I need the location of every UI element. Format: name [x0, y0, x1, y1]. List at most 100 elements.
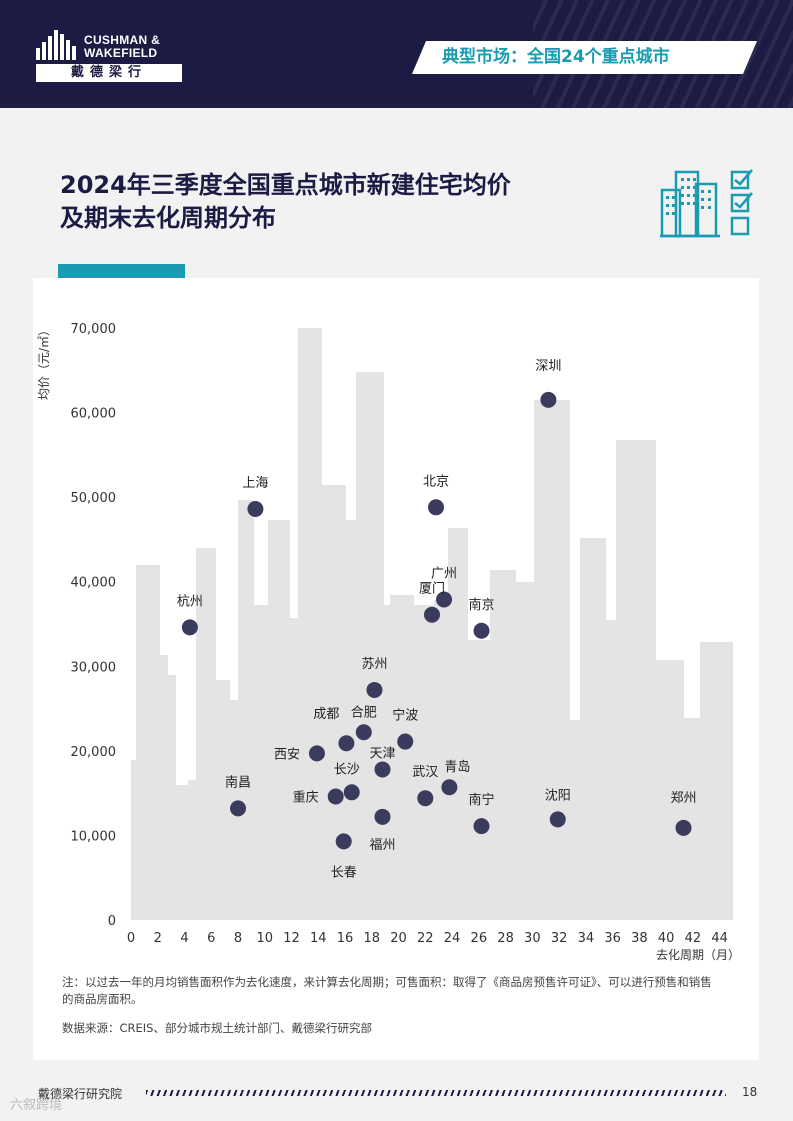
skyline-building	[131, 760, 136, 920]
data-point	[436, 591, 453, 608]
x-tick-label: 18	[364, 931, 381, 946]
data-point	[424, 606, 440, 623]
data-point	[335, 833, 352, 850]
data-point	[441, 779, 458, 796]
skyline-building	[356, 372, 384, 920]
skyline-building	[534, 400, 570, 920]
skyline-building	[322, 485, 346, 920]
data-point	[473, 818, 490, 835]
footer-divider	[146, 1090, 726, 1096]
buildings-checklist-icon	[660, 169, 753, 238]
company-logo: CUSHMAN & WAKEFIELD 戴德梁行	[36, 28, 186, 84]
banner-text: 典型市场：全国24个重点城市	[442, 47, 670, 67]
data-point	[343, 784, 360, 801]
y-tick-label: 50,000	[71, 491, 117, 506]
skyline-building	[448, 528, 468, 920]
skyline-building	[216, 680, 230, 920]
x-tick-label: 44	[711, 931, 728, 946]
data-point-label: 上海	[242, 476, 268, 491]
x-tick-label: 4	[180, 931, 188, 946]
data-point	[374, 808, 391, 825]
skyline-building	[238, 500, 254, 920]
x-tick-label: 36	[604, 931, 621, 946]
skyline-building	[160, 655, 168, 920]
watermark: 六叙跨境	[10, 1098, 63, 1113]
data-point	[417, 790, 434, 807]
data-point-label: 合肥	[351, 705, 377, 720]
skyline-building	[684, 718, 700, 920]
title-line1: 2024年三季度全国重点城市新建住宅均价	[60, 171, 511, 199]
x-tick-label: 16	[337, 931, 354, 946]
skyline-building	[384, 605, 390, 920]
data-point	[366, 681, 383, 698]
skyline-building	[168, 675, 176, 920]
skyline-building	[616, 440, 656, 920]
x-tick-label: 2	[154, 931, 162, 946]
data-point-label: 天津	[369, 746, 395, 761]
data-point-label: 福州	[369, 838, 395, 853]
logo-line2: WAKEFIELD	[84, 46, 158, 60]
skyline-building	[656, 660, 664, 920]
x-tick-label: 40	[658, 931, 675, 946]
data-point-label: 南昌	[225, 774, 251, 790]
skyline-building	[516, 582, 534, 920]
logo-line1: CUSHMAN &	[84, 33, 161, 47]
footer-org: 戴德梁行研究院	[38, 1087, 123, 1101]
y-tick-label: 40,000	[71, 576, 117, 591]
y-tick-label: 60,000	[71, 407, 117, 422]
x-tick-label: 32	[551, 931, 568, 946]
data-point-label: 南宁	[468, 792, 494, 808]
skyline-building	[188, 780, 196, 920]
data-point-label: 厦门	[419, 582, 445, 597]
x-tick-label: 0	[127, 931, 135, 946]
logo-wordmark: CUSHMAN & WAKEFIELD	[84, 34, 160, 60]
data-point	[355, 724, 372, 741]
x-tick-label: 14	[310, 931, 327, 946]
data-point	[397, 733, 414, 750]
data-point	[549, 811, 566, 828]
data-point-label: 长春	[331, 865, 357, 880]
skyline-building	[290, 618, 298, 920]
title-line2: 及期末去化周期分布	[60, 204, 276, 232]
header-bar: CUSHMAN & WAKEFIELD 戴德梁行 典型市场：全国24个重点城市	[0, 0, 793, 108]
logo-cn: 戴德梁行	[36, 64, 182, 82]
logo-building-icon	[36, 30, 76, 60]
skyline-building	[580, 538, 606, 920]
skyline-building	[490, 570, 516, 920]
x-tick-label: 20	[390, 931, 407, 946]
x-tick-label: 12	[283, 931, 300, 946]
y-tick-label: 20,000	[71, 745, 117, 760]
x-tick-label: 34	[578, 931, 595, 946]
data-point-label: 北京	[423, 474, 449, 489]
skyline-building	[254, 605, 268, 920]
data-point-label: 成都	[313, 707, 339, 722]
data-point	[428, 499, 445, 516]
chart-note: 注：以过去一年的月均销售面积作为去化速度，来计算去化周期；可售面积：取得了《商品…	[62, 975, 712, 1006]
skyline-building	[346, 520, 356, 920]
data-point	[374, 761, 391, 778]
panel-accent-tab	[58, 264, 185, 278]
data-point-label: 苏州	[361, 656, 387, 672]
skyline-building	[298, 328, 322, 920]
data-point	[247, 500, 264, 517]
skyline-building	[570, 720, 580, 920]
skyline-building	[136, 565, 160, 920]
data-point-label: 青岛	[444, 759, 470, 775]
data-point-label: 宁波	[392, 708, 418, 724]
x-tick-label: 6	[207, 931, 215, 946]
x-tick-label: 24	[444, 931, 461, 946]
y-tick-label: 0	[108, 914, 116, 929]
skyline-building	[176, 785, 188, 920]
data-point	[230, 800, 247, 817]
data-point-label: 杭州	[177, 594, 203, 609]
y-tick-label: 70,000	[71, 322, 117, 337]
data-point-label: 重庆	[293, 790, 319, 806]
data-point-label: 武汉	[412, 765, 438, 780]
data-point-label: 深圳	[535, 359, 561, 374]
y-tick-label: 30,000	[71, 660, 117, 675]
x-tick-label: 8	[234, 931, 242, 946]
data-point	[675, 819, 692, 836]
x-tick-label: 30	[524, 931, 541, 946]
data-point-label: 西安	[274, 747, 300, 762]
